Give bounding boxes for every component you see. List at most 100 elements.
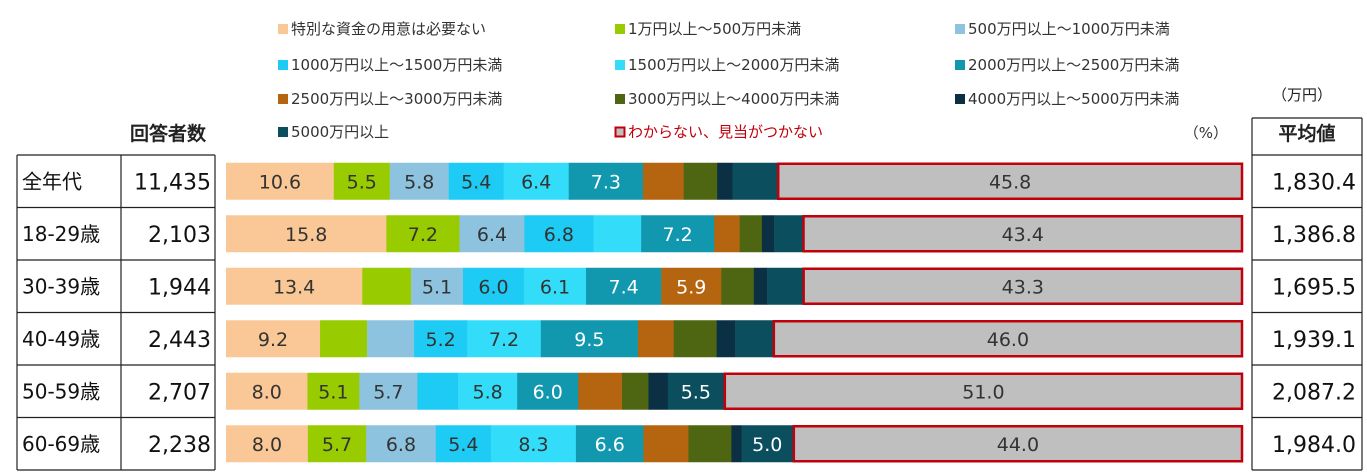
average-unit-label: （万円） [1272,86,1332,104]
bar-segment [459,215,525,253]
bar-segment [320,320,368,358]
legend-swatch [278,127,288,137]
chart-row: 60-69歳 2,238 1,984.0 8.0 5.7 6.8 5.4 8.3 6.6 5.0 4… [22,425,1356,463]
data-label: 10.6 [259,171,301,193]
respondent-count: 11,435 [134,170,211,195]
legend-swatch [278,24,288,34]
row-label: 60-69歳 [22,432,100,456]
legend-label: 3000万円以上～4000万円未満 [628,90,839,108]
legend-label: 特別な資金の用意は必要ない [291,20,486,38]
bar-segment [333,162,391,200]
legend-label: 5000万円以上 [291,123,389,141]
data-label: 5.7 [322,434,352,456]
average-value: 2,087.2 [1272,380,1356,405]
legend-item: 4000万円以上～5000万円未満 [955,90,1179,108]
bar-segment [802,215,1244,253]
chart-row: 18-29歳 2,103 1,386.8 15.8 7.2 6.4 6.8 7.2 43.4 [22,215,1356,253]
chart-row: 50-59歳 2,707 2,087.2 8.0 5.1 5.7 5.8 6.0 5.5 51.0 [22,372,1356,410]
data-label: 6.6 [595,434,625,456]
data-label: 5.9 [676,276,706,298]
row-label: 30-39歳 [22,274,100,298]
bar-segment [648,372,669,410]
data-label: 5.4 [448,434,478,456]
bar-segment [490,425,577,463]
bar-segment [524,215,594,253]
data-label: 44.0 [997,434,1039,456]
legend-label: 500万円以上～1000万円未満 [968,20,1170,38]
bar-segment [732,162,778,200]
bar-segment [739,215,763,253]
bar-segment [667,372,725,410]
data-label: 8.0 [252,381,282,403]
bar-segment [721,267,755,305]
bar-segment [714,215,740,253]
bar-segment [389,162,450,200]
bar-segment [802,267,1244,305]
bar-segment [673,320,717,358]
bar-segment [753,267,768,305]
bar-segment [448,162,504,200]
bar-segment [540,320,639,358]
bar-segment [717,162,733,200]
data-label: 6.4 [477,224,507,246]
bar-segment [226,215,387,253]
bar-segment [226,267,363,305]
data-label: 6.8 [386,434,416,456]
legend-label: 4000万円以上～5000万円未満 [968,90,1179,108]
data-label: 5.8 [473,381,503,403]
data-label: 7.2 [489,329,519,351]
data-label: 5.8 [404,171,434,193]
legend-swatch [278,60,288,70]
table-grid [16,117,1363,471]
data-label: 7.2 [408,224,438,246]
data-label: 46.0 [987,329,1029,351]
bar-segment [226,372,308,410]
average-value: 1,830.4 [1272,170,1356,195]
bar-segment [683,162,718,200]
chart-row: 40-49歳 2,443 1,939.1 9.2 5.2 7.2 9.5 46.0 [22,320,1356,358]
data-label: 8.0 [252,434,282,456]
bar-segment [772,320,1244,358]
bar-segment [716,320,736,358]
legend-label: 1500万円以上～2000万円未満 [628,56,839,74]
data-label: 7.4 [609,276,639,298]
bar-segment [307,372,360,410]
data-label: 5.5 [681,381,711,403]
respondent-count: 2,103 [148,223,211,248]
data-label: 6.0 [478,276,508,298]
legend-item: 3000万円以上～4000万円未満 [615,90,839,108]
bar-segment [637,320,674,358]
bar-segment [367,320,415,358]
row-label: 40-49歳 [22,327,100,351]
legend-swatch [615,94,625,104]
legend-swatch [955,94,965,104]
data-label: 9.2 [258,329,288,351]
bar-segment [735,320,774,358]
chart-row: 全年代 11,435 1,830.4 10.6 5.5 5.8 5.4 6.4 7.3 45.8 [22,162,1356,200]
bar-segment [226,425,309,463]
row-label: 50-59歳 [22,379,100,403]
bar-segment [575,425,644,463]
data-label: 15.8 [285,224,327,246]
bar-segment [661,267,722,305]
data-label: 43.4 [1002,224,1044,246]
bar-segment [586,267,662,305]
data-label: 5.2 [426,329,456,351]
bar-segment [411,267,464,305]
average-value: 1,695.5 [1272,275,1356,300]
respondent-count: 2,707 [148,380,211,405]
data-label: 5.1 [318,381,348,403]
bar-segment [523,267,587,305]
average-value: 1,939.1 [1272,328,1356,353]
bar-segment [467,320,542,358]
legend-label: 2500万円以上～3000万円未満 [291,90,502,108]
legend-label: 1万円以上～500万円未満 [628,20,801,38]
data-label: 6.8 [544,224,574,246]
data-label: 5.1 [422,276,452,298]
bar-segment [731,425,742,463]
legend-item: 1500万円以上～2000万円未満 [615,56,839,74]
data-label: 8.3 [518,434,548,456]
bar-segment [568,162,644,200]
bar-segment [741,425,794,463]
data-label: 13.4 [273,276,315,298]
